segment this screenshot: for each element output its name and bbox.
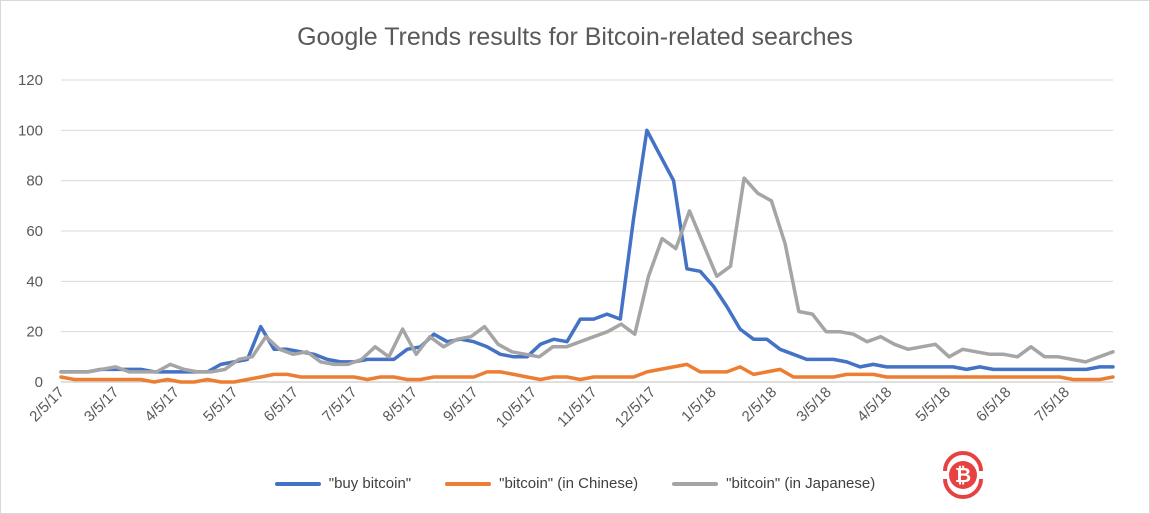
x-tick-label: 2/5/17 bbox=[26, 384, 68, 426]
x-tick: 4/5/18 bbox=[854, 384, 896, 426]
x-tick: 9/5/17 bbox=[440, 384, 482, 426]
x-tick-label: 7/5/18 bbox=[1031, 384, 1073, 426]
y-tick-label: 0 bbox=[35, 374, 43, 391]
y-tick-label: 60 bbox=[26, 223, 43, 240]
x-tick: 4/5/17 bbox=[141, 384, 183, 426]
legend-item-bitcoin-chinese: "bitcoin" (in Chinese) bbox=[445, 475, 638, 492]
legend-swatch-buy-bitcoin bbox=[274, 481, 321, 486]
x-tick-label: 3/5/18 bbox=[793, 384, 835, 426]
legend-swatch-bitcoin-japanese bbox=[672, 481, 719, 486]
legend-item-buy-bitcoin: "buy bitcoin" bbox=[274, 475, 412, 492]
x-tick-label: 8/5/17 bbox=[380, 384, 422, 426]
x-tick-label: 5/5/18 bbox=[912, 384, 954, 426]
svg-text:₿: ₿ bbox=[955, 463, 971, 487]
legend-label-buy-bitcoin: "buy bitcoin" bbox=[328, 475, 412, 492]
gridlines bbox=[61, 79, 1113, 383]
x-tick: 6/5/17 bbox=[261, 384, 303, 426]
x-tick-label: 9/5/17 bbox=[440, 384, 482, 426]
y-tick-label: 40 bbox=[26, 273, 43, 290]
x-tick: 1/5/18 bbox=[678, 384, 720, 426]
x-tick: 7/5/18 bbox=[1031, 384, 1073, 426]
legend-label-bitcoin-japanese: "bitcoin" (in Japanese) bbox=[726, 475, 876, 492]
x-tick-label: 5/5/17 bbox=[200, 384, 242, 426]
x-tick: 8/5/17 bbox=[380, 384, 422, 426]
x-tick-label: 7/5/17 bbox=[319, 384, 361, 426]
legend: "buy bitcoin" "bitcoin" (in Chinese) "bi… bbox=[1, 475, 1149, 492]
x-tick-label: 12/5/17 bbox=[612, 384, 659, 431]
x-tick-label: 6/5/18 bbox=[973, 384, 1015, 426]
chart-title: Google Trends results for Bitcoin-relate… bbox=[297, 23, 853, 51]
x-tick: 2/5/18 bbox=[739, 384, 781, 426]
x-tick: 7/5/17 bbox=[319, 384, 361, 426]
x-tick-label: 4/5/17 bbox=[141, 384, 183, 426]
x-tick-label: 2/5/18 bbox=[739, 384, 781, 426]
x-tick: 12/5/17 bbox=[612, 384, 659, 431]
x-tick: 3/5/17 bbox=[81, 384, 123, 426]
y-tick-label: 80 bbox=[26, 173, 43, 190]
legend-swatch-bitcoin-chinese bbox=[445, 481, 492, 486]
x-tick: 10/5/17 bbox=[493, 384, 540, 431]
x-tick-label: 10/5/17 bbox=[493, 384, 540, 431]
y-tick-label: 120 bbox=[18, 72, 43, 89]
x-tick-label: 6/5/17 bbox=[261, 384, 303, 426]
series-line-2 bbox=[59, 176, 1115, 374]
legend-label-bitcoin-chinese: "bitcoin" (in Chinese) bbox=[499, 475, 639, 492]
series-line-0 bbox=[59, 128, 1115, 374]
x-tick-label: 4/5/18 bbox=[854, 384, 896, 426]
x-axis: 2/5/17 3/5/17 4/5/17 5/5/17 6/5/17 7/5/17 8/5/… bbox=[26, 384, 1073, 431]
x-tick: 6/5/18 bbox=[973, 384, 1015, 426]
x-tick: 5/5/17 bbox=[200, 384, 242, 426]
x-tick: 2/5/17 bbox=[26, 384, 68, 426]
x-tick-label: 3/5/17 bbox=[81, 384, 123, 426]
series-line-1 bbox=[59, 362, 1115, 384]
bitcoin-logo-icon: ₿ bbox=[943, 451, 983, 499]
y-tick-label: 100 bbox=[18, 122, 43, 139]
y-axis-ticks: 0 20 40 60 80 100 120 bbox=[18, 72, 43, 391]
x-tick-label: 1/5/18 bbox=[678, 384, 720, 426]
legend-item-bitcoin-japanese: "bitcoin" (in Japanese) bbox=[672, 475, 875, 492]
x-tick-label: 11/5/17 bbox=[554, 384, 601, 431]
series-lines bbox=[59, 128, 1115, 384]
x-tick: 5/5/18 bbox=[912, 384, 954, 426]
x-tick: 3/5/18 bbox=[793, 384, 835, 426]
x-tick: 11/5/17 bbox=[554, 384, 601, 431]
y-tick-label: 20 bbox=[26, 324, 43, 341]
